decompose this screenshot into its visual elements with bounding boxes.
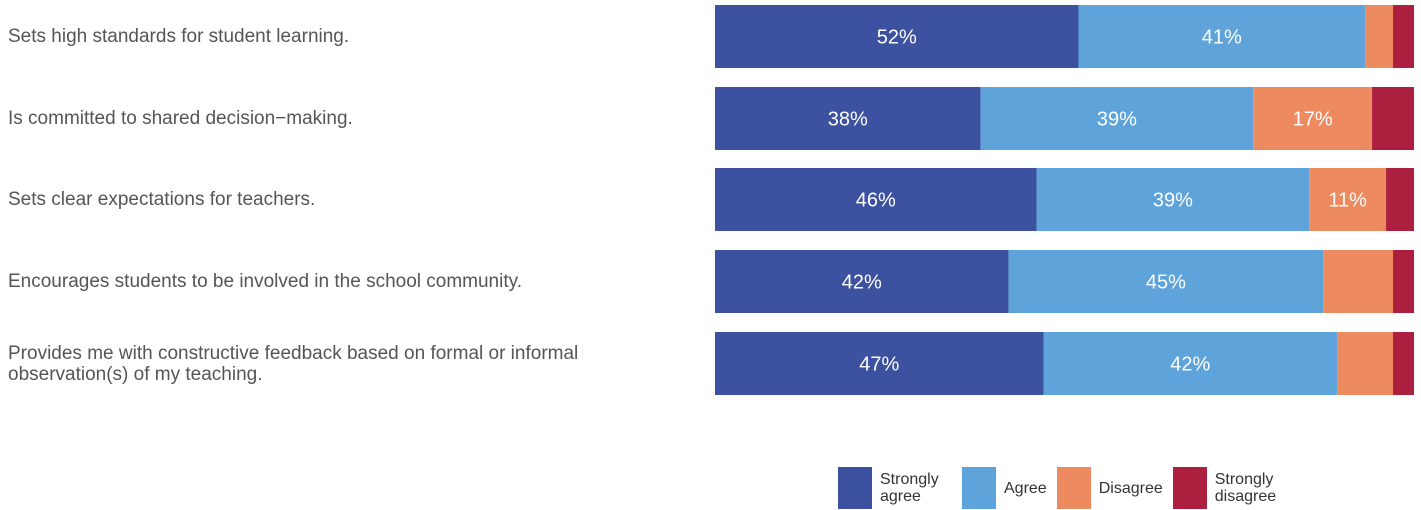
category-label: Is committed to shared decision−making. [8, 108, 353, 129]
bar-value-label: 39% [1153, 190, 1193, 212]
bar-segment [1365, 5, 1394, 68]
bar-value-label: 38% [828, 109, 868, 131]
bar-segment [1393, 250, 1414, 313]
bar-segment [1337, 332, 1394, 395]
legend: Strongly agree Agree Disagree Strongly disagr… [838, 466, 1297, 510]
legend-label: Strongly disagree [1215, 471, 1287, 505]
legend-item: Strongly agree [838, 467, 952, 509]
legend-label: Agree [1004, 480, 1047, 497]
legend-label-line: Agree [1004, 479, 1047, 497]
legend-swatch [1056, 467, 1091, 509]
bar-segment [715, 168, 1037, 231]
bar-value-label: 42% [1170, 354, 1210, 376]
legend-item: Disagree [1056, 467, 1163, 509]
bar-value-label: 11% [1328, 190, 1367, 212]
legend-item: Agree [962, 467, 1047, 509]
category-label: Sets high standards for student learning… [8, 26, 350, 47]
bar-value-label: 45% [1146, 272, 1186, 294]
legend-item: Strongly disagree [1172, 467, 1287, 509]
bar-value-label: 39% [1097, 109, 1137, 131]
category-label: Encourages students to be involved in th… [8, 271, 522, 292]
bar-value-label: 17% [1293, 109, 1333, 131]
bar-segment [1386, 168, 1414, 231]
bar-segment [1393, 332, 1414, 395]
bar-segment [1078, 5, 1366, 68]
bar-segment [715, 87, 981, 150]
bar-segment [715, 5, 1079, 68]
bar-value-label: 42% [842, 272, 882, 294]
legend-swatch [838, 467, 872, 509]
legend-label-line: disagree [1214, 488, 1277, 505]
bar-segment [1008, 250, 1324, 313]
legend-label-line: agree [880, 488, 921, 505]
bar-segment [1323, 250, 1394, 313]
legend-label: Disagree [1099, 480, 1163, 497]
legend-label: Strongly agree [880, 471, 952, 505]
legend-swatch [1172, 467, 1207, 509]
bar-segment [980, 87, 1254, 150]
bar-value-label: 46% [856, 190, 896, 212]
category-label: Provides me with constructive feedback b… [8, 342, 579, 385]
bar-segment [715, 332, 1044, 395]
bar-segment [1372, 87, 1414, 150]
bar-segment [1393, 5, 1414, 68]
bar-segment [715, 250, 1009, 313]
legend-label-line: Disagree [1098, 479, 1163, 497]
bar-segment [1036, 168, 1310, 231]
bar-value-label: 41% [1202, 27, 1242, 49]
bar-segment [1043, 332, 1338, 395]
legend-label-line: Strongly [1214, 471, 1274, 488]
legend-swatch [962, 467, 996, 509]
bar-segment [1253, 87, 1373, 150]
bar-value-label: 52% [877, 27, 917, 49]
legend-label-line: Strongly [880, 471, 939, 488]
category-label: Sets clear expectations for teachers. [8, 189, 316, 210]
bar-segment [1309, 168, 1387, 231]
bar-value-label: 47% [859, 354, 899, 376]
